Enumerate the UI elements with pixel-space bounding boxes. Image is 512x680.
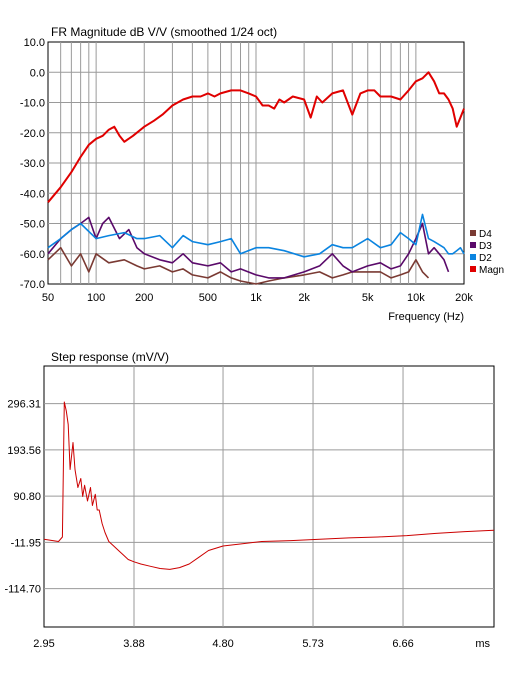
series-line-d3 — [47, 216, 450, 279]
y-tick-label: -30.0 — [20, 158, 45, 170]
series-line-magn — [47, 71, 465, 203]
x-tick-label: 100 — [87, 292, 105, 304]
y-tick-label: 90.80 — [13, 491, 41, 503]
y-tick-label: 193.56 — [7, 445, 41, 457]
x-tick-label: 4.80 — [212, 638, 233, 650]
x-tick-label: 5k — [362, 292, 374, 304]
fr-chart-title: FR Magnitude dB V/V (smoothed 1/24 oct) — [51, 25, 278, 39]
y-tick-label: 0.0 — [30, 67, 45, 79]
series-line-d2 — [47, 213, 465, 258]
y-tick-label: -50.0 — [20, 219, 45, 231]
legend-label-d3: D3 — [479, 241, 492, 252]
step-response-line — [43, 401, 495, 570]
x-axis-label: Frequency (Hz) — [388, 311, 464, 323]
y-tick-label: -60.0 — [20, 249, 45, 261]
series-line-d4 — [47, 246, 430, 285]
x-tick-label: 20k — [455, 292, 473, 304]
y-tick-label: 10.0 — [24, 37, 45, 49]
x-tick-label: 3.88 — [123, 638, 144, 650]
step-chart-title: Step response (mV/V) — [51, 350, 170, 364]
x-tick-label: 2.95 — [33, 638, 54, 650]
x-tick-label: 5.73 — [302, 638, 323, 650]
x-axis-label: ms — [475, 638, 490, 650]
legend-label-d2: D2 — [479, 253, 492, 264]
x-tick-label: 200 — [135, 292, 153, 304]
x-tick-label: 2k — [298, 292, 310, 304]
legend-swatch-d3 — [470, 242, 476, 248]
legend-swatch-d2 — [470, 254, 476, 260]
legend-swatch-d4 — [470, 230, 476, 236]
y-tick-label: -70.0 — [20, 279, 45, 291]
frequency-response-chart: 10.0 0.0 -10.0 -20.0 -30.0 -40.0 -50.0 -60.0 -70… — [20, 37, 504, 323]
y-tick-label: 296.31 — [7, 399, 41, 411]
x-tick-label: 10k — [407, 292, 425, 304]
x-tick-label: 50 — [42, 292, 54, 304]
y-tick-label: -20.0 — [20, 128, 45, 140]
x-tick-label: 500 — [199, 292, 217, 304]
legend-label-magn: Magn — [479, 265, 504, 276]
y-tick-label: -11.95 — [11, 537, 41, 549]
y-tick-label: -10.0 — [20, 98, 45, 110]
legend-label-d4: D4 — [479, 229, 492, 240]
x-tick-label: 1k — [250, 292, 262, 304]
legend-swatch-magn — [470, 266, 476, 272]
x-tick-label: 6.66 — [392, 638, 413, 650]
y-tick-label: -40.0 — [20, 188, 45, 200]
y-tick-label: -114.70 — [5, 584, 42, 596]
